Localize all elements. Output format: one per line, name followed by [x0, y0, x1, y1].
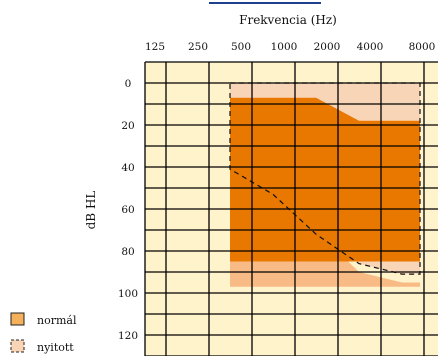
y-tick-label-0: 0 — [125, 78, 132, 90]
y-axis-title: dB HL — [84, 191, 98, 230]
x-tick-labels: 125 250 500 1000 2000 4000 8000 — [145, 41, 435, 53]
y-tick-label-80: 80 — [121, 246, 134, 258]
legend-label-normal: normál — [37, 314, 77, 327]
x-axis-title: Frekvencia (Hz) — [239, 13, 337, 27]
x-tick-label-2000: 2000 — [314, 41, 341, 53]
y-tick-label-20: 20 — [121, 120, 134, 132]
x-tick-label-500: 500 — [231, 41, 251, 53]
x-tick-label-1000: 1000 — [271, 41, 298, 53]
legend-label-open: nyitott — [37, 341, 74, 354]
y-tick-label-100: 100 — [118, 288, 138, 300]
legend: normál nyitott — [10, 312, 77, 354]
legend-swatch-open — [10, 339, 25, 353]
x-tick-label-125: 125 — [145, 41, 165, 53]
y-tick-label-120: 120 — [118, 330, 138, 342]
open-area-outline — [229, 82, 421, 275]
plot-area — [144, 61, 438, 356]
top-accent-bar — [209, 2, 321, 4]
normal-area-fill — [230, 97, 420, 262]
y-tick-label-40: 40 — [121, 162, 134, 174]
y-tick-labels: 0 20 40 60 80 100 120 — [118, 78, 138, 342]
y-tick-label-60: 60 — [121, 204, 134, 216]
x-tick-label-4000: 4000 — [357, 41, 384, 53]
legend-swatch-normal — [10, 312, 25, 326]
x-tick-label-8000: 8000 — [409, 41, 436, 53]
x-tick-label-250: 250 — [188, 41, 208, 53]
